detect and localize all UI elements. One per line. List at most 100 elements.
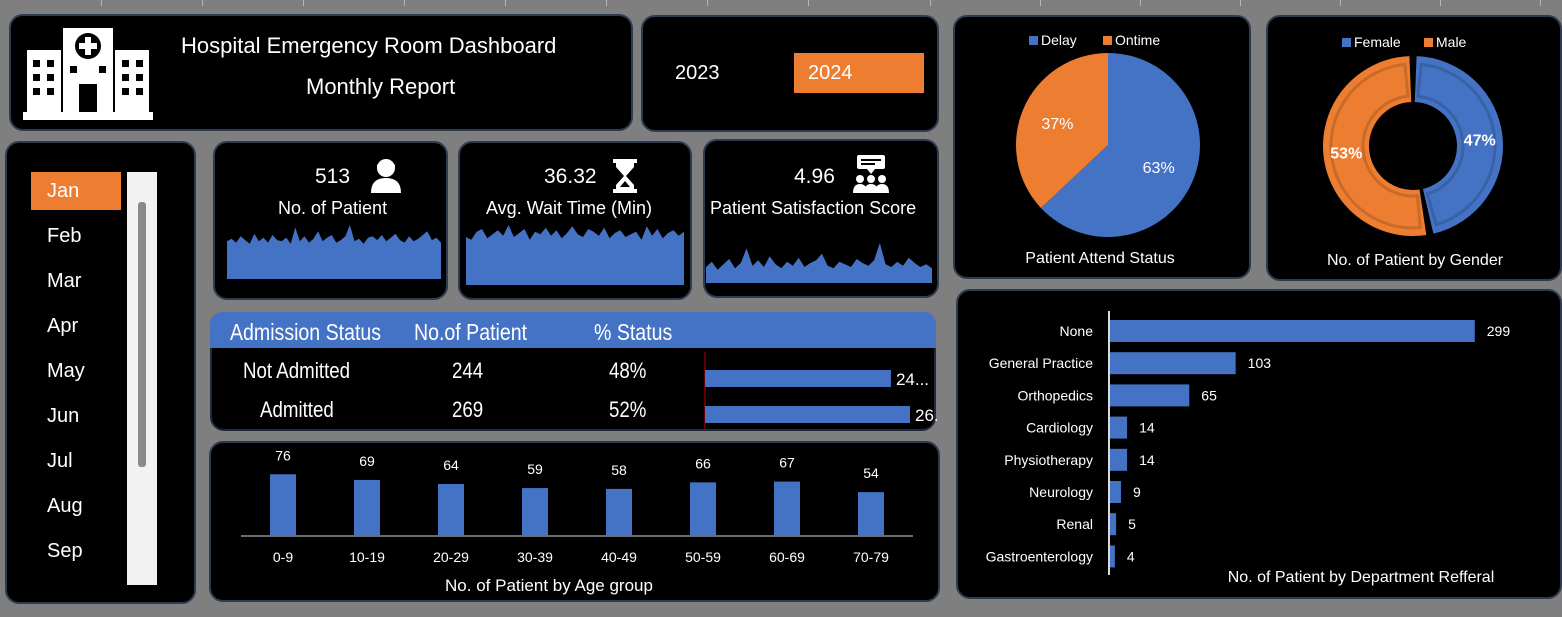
legend-swatch [1103, 36, 1112, 45]
data-label: 53% [1330, 145, 1362, 162]
tick-label: 50-59 [685, 549, 721, 565]
scrollbar-thumb[interactable] [138, 202, 146, 467]
legend-swatch [1424, 38, 1433, 47]
bar [774, 481, 800, 536]
attend-status-chart-panel: Delay Ontime 63% 37% Patient Attend Status [953, 15, 1251, 279]
bar [858, 492, 884, 536]
year-selector-panel: 2023 2024 [641, 15, 939, 132]
month-item-sep[interactable]: Sep [47, 540, 83, 562]
dashboard-subtitle: Monthly Report [306, 74, 456, 99]
month-item-aug[interactable]: Aug [47, 495, 83, 517]
tick-label: Renal [1056, 516, 1093, 532]
kpi-satisfaction-panel: 4.96 Patient Satisfaction Score [703, 139, 939, 298]
admission-row-pct: 52% [609, 397, 647, 422]
attend-status-chart: Delay Ontime 63% 37% Patient Attend Status [1016, 32, 1200, 267]
pie-slice [1040, 53, 1200, 237]
tick-label: 70-79 [853, 549, 889, 565]
tick-label: General Practice [989, 355, 1093, 371]
data-label: 14 [1139, 420, 1155, 436]
donut-slice [1323, 56, 1427, 236]
month-item-feb[interactable]: Feb [47, 225, 82, 247]
data-label: 54 [863, 465, 879, 481]
chart-title: No. of Patient by Department Refferal [1228, 569, 1495, 586]
admission-row-count: 244 [452, 358, 484, 383]
chart-title: No. of Patient by Age group [445, 576, 653, 595]
data-label: 58 [611, 462, 627, 478]
age-group-chart-panel: 76 0-9 69 10-19 64 20-29 59 30-39 58 40-49 66 50-59… [209, 441, 940, 602]
tick-label: 60-69 [769, 549, 805, 565]
department-chart-panel: None 299 General Practice 103 Orthopedics 65 C… [956, 289, 1562, 599]
chart-title: No. of Patient by Gender [1327, 252, 1504, 269]
legend-label: Male [1436, 34, 1467, 50]
data-label: 14 [1139, 452, 1155, 468]
month-item-jan[interactable]: Jan [31, 172, 121, 210]
data-label: 4 [1127, 548, 1135, 564]
hospital-icon [23, 28, 153, 120]
data-label: 66 [695, 455, 711, 471]
data-label: 65 [1201, 387, 1217, 403]
data-label: 64 [443, 457, 459, 473]
hourglass-icon [613, 159, 637, 193]
legend-label: Female [1354, 34, 1401, 50]
kpi-satisfaction-value: 4.96 [794, 165, 835, 188]
kpi-wait-time-label: Avg. Wait Time (Min) [486, 198, 653, 218]
month-item-may[interactable]: May [47, 360, 85, 382]
admission-header-status: Admission Status [230, 319, 382, 345]
dashboard-title: Hospital Emergency Room Dashboard [181, 33, 557, 58]
year-button-2023[interactable]: 2023 [675, 62, 720, 84]
sparkline-area [466, 225, 684, 285]
databar [705, 370, 891, 387]
tick-label: Orthopedics [1018, 387, 1093, 403]
kpi-patients-value: 513 [315, 165, 351, 188]
patient-icon [371, 159, 401, 193]
kpi-patients-label: No. of Patient [278, 198, 388, 218]
kpi-satisfaction-label: Patient Satisfaction Score [710, 198, 917, 218]
bar [438, 484, 464, 536]
month-scrollbar[interactable] [127, 172, 157, 585]
admission-row-status: Admitted [260, 397, 334, 422]
bar [1110, 513, 1117, 536]
chart-title: Patient Attend Status [1025, 250, 1174, 267]
bar [1110, 416, 1128, 439]
tick-label: Gastroenterology [986, 548, 1093, 564]
legend-label: Ontime [1115, 32, 1160, 48]
feedback-icon [853, 155, 889, 193]
data-label: 299 [1487, 323, 1511, 339]
header-panel: Hospital Emergency Room Dashboard Monthl… [9, 14, 633, 131]
tick-label: Cardiology [1026, 420, 1093, 436]
kpi-wait-time-value: 36.32 [544, 165, 597, 188]
bar [690, 482, 716, 536]
admission-row-count: 269 [452, 397, 484, 422]
legend-label: Delay [1041, 32, 1077, 48]
tick-label: 10-19 [349, 549, 385, 565]
data-label: 63% [1143, 160, 1175, 177]
gender-chart-panel: Female Male 47% 53% No. of Patient by Gender [1266, 15, 1562, 281]
admission-header-pct: % Status [594, 319, 673, 345]
admission-row-pct: 48% [609, 358, 647, 383]
kpi-patients-panel: 513 No. of Patient [213, 141, 448, 300]
sparkline-area [706, 243, 932, 283]
data-label: 47% [1464, 133, 1496, 150]
month-item-apr[interactable]: Apr [47, 315, 79, 337]
data-label: 67 [779, 455, 795, 471]
tick-label: 20-29 [433, 549, 469, 565]
bar [1110, 352, 1236, 375]
kpi-satisfaction-sparkline [706, 243, 932, 283]
bar [606, 488, 632, 536]
admission-table-panel: Admission Status No.of Patient % Status … [210, 312, 938, 431]
data-label: 69 [359, 453, 375, 469]
databar [705, 406, 910, 423]
admission-databars: 24... 26. [704, 352, 938, 430]
month-item-mar[interactable]: Mar [47, 270, 82, 292]
kpi-patients-sparkline [227, 225, 441, 279]
year-button-2024[interactable]: 2024 [794, 53, 924, 93]
bar [354, 479, 380, 536]
kpi-wait-time-sparkline [466, 225, 684, 285]
tick-label: Neurology [1029, 484, 1093, 500]
month-item-jun[interactable]: Jun [47, 405, 80, 427]
legend-swatch [1342, 38, 1351, 47]
month-item-jul[interactable]: Jul [47, 450, 73, 472]
data-label: 9 [1133, 484, 1141, 500]
donut-slice [1414, 56, 1503, 234]
tick-label: 30-39 [517, 549, 553, 565]
